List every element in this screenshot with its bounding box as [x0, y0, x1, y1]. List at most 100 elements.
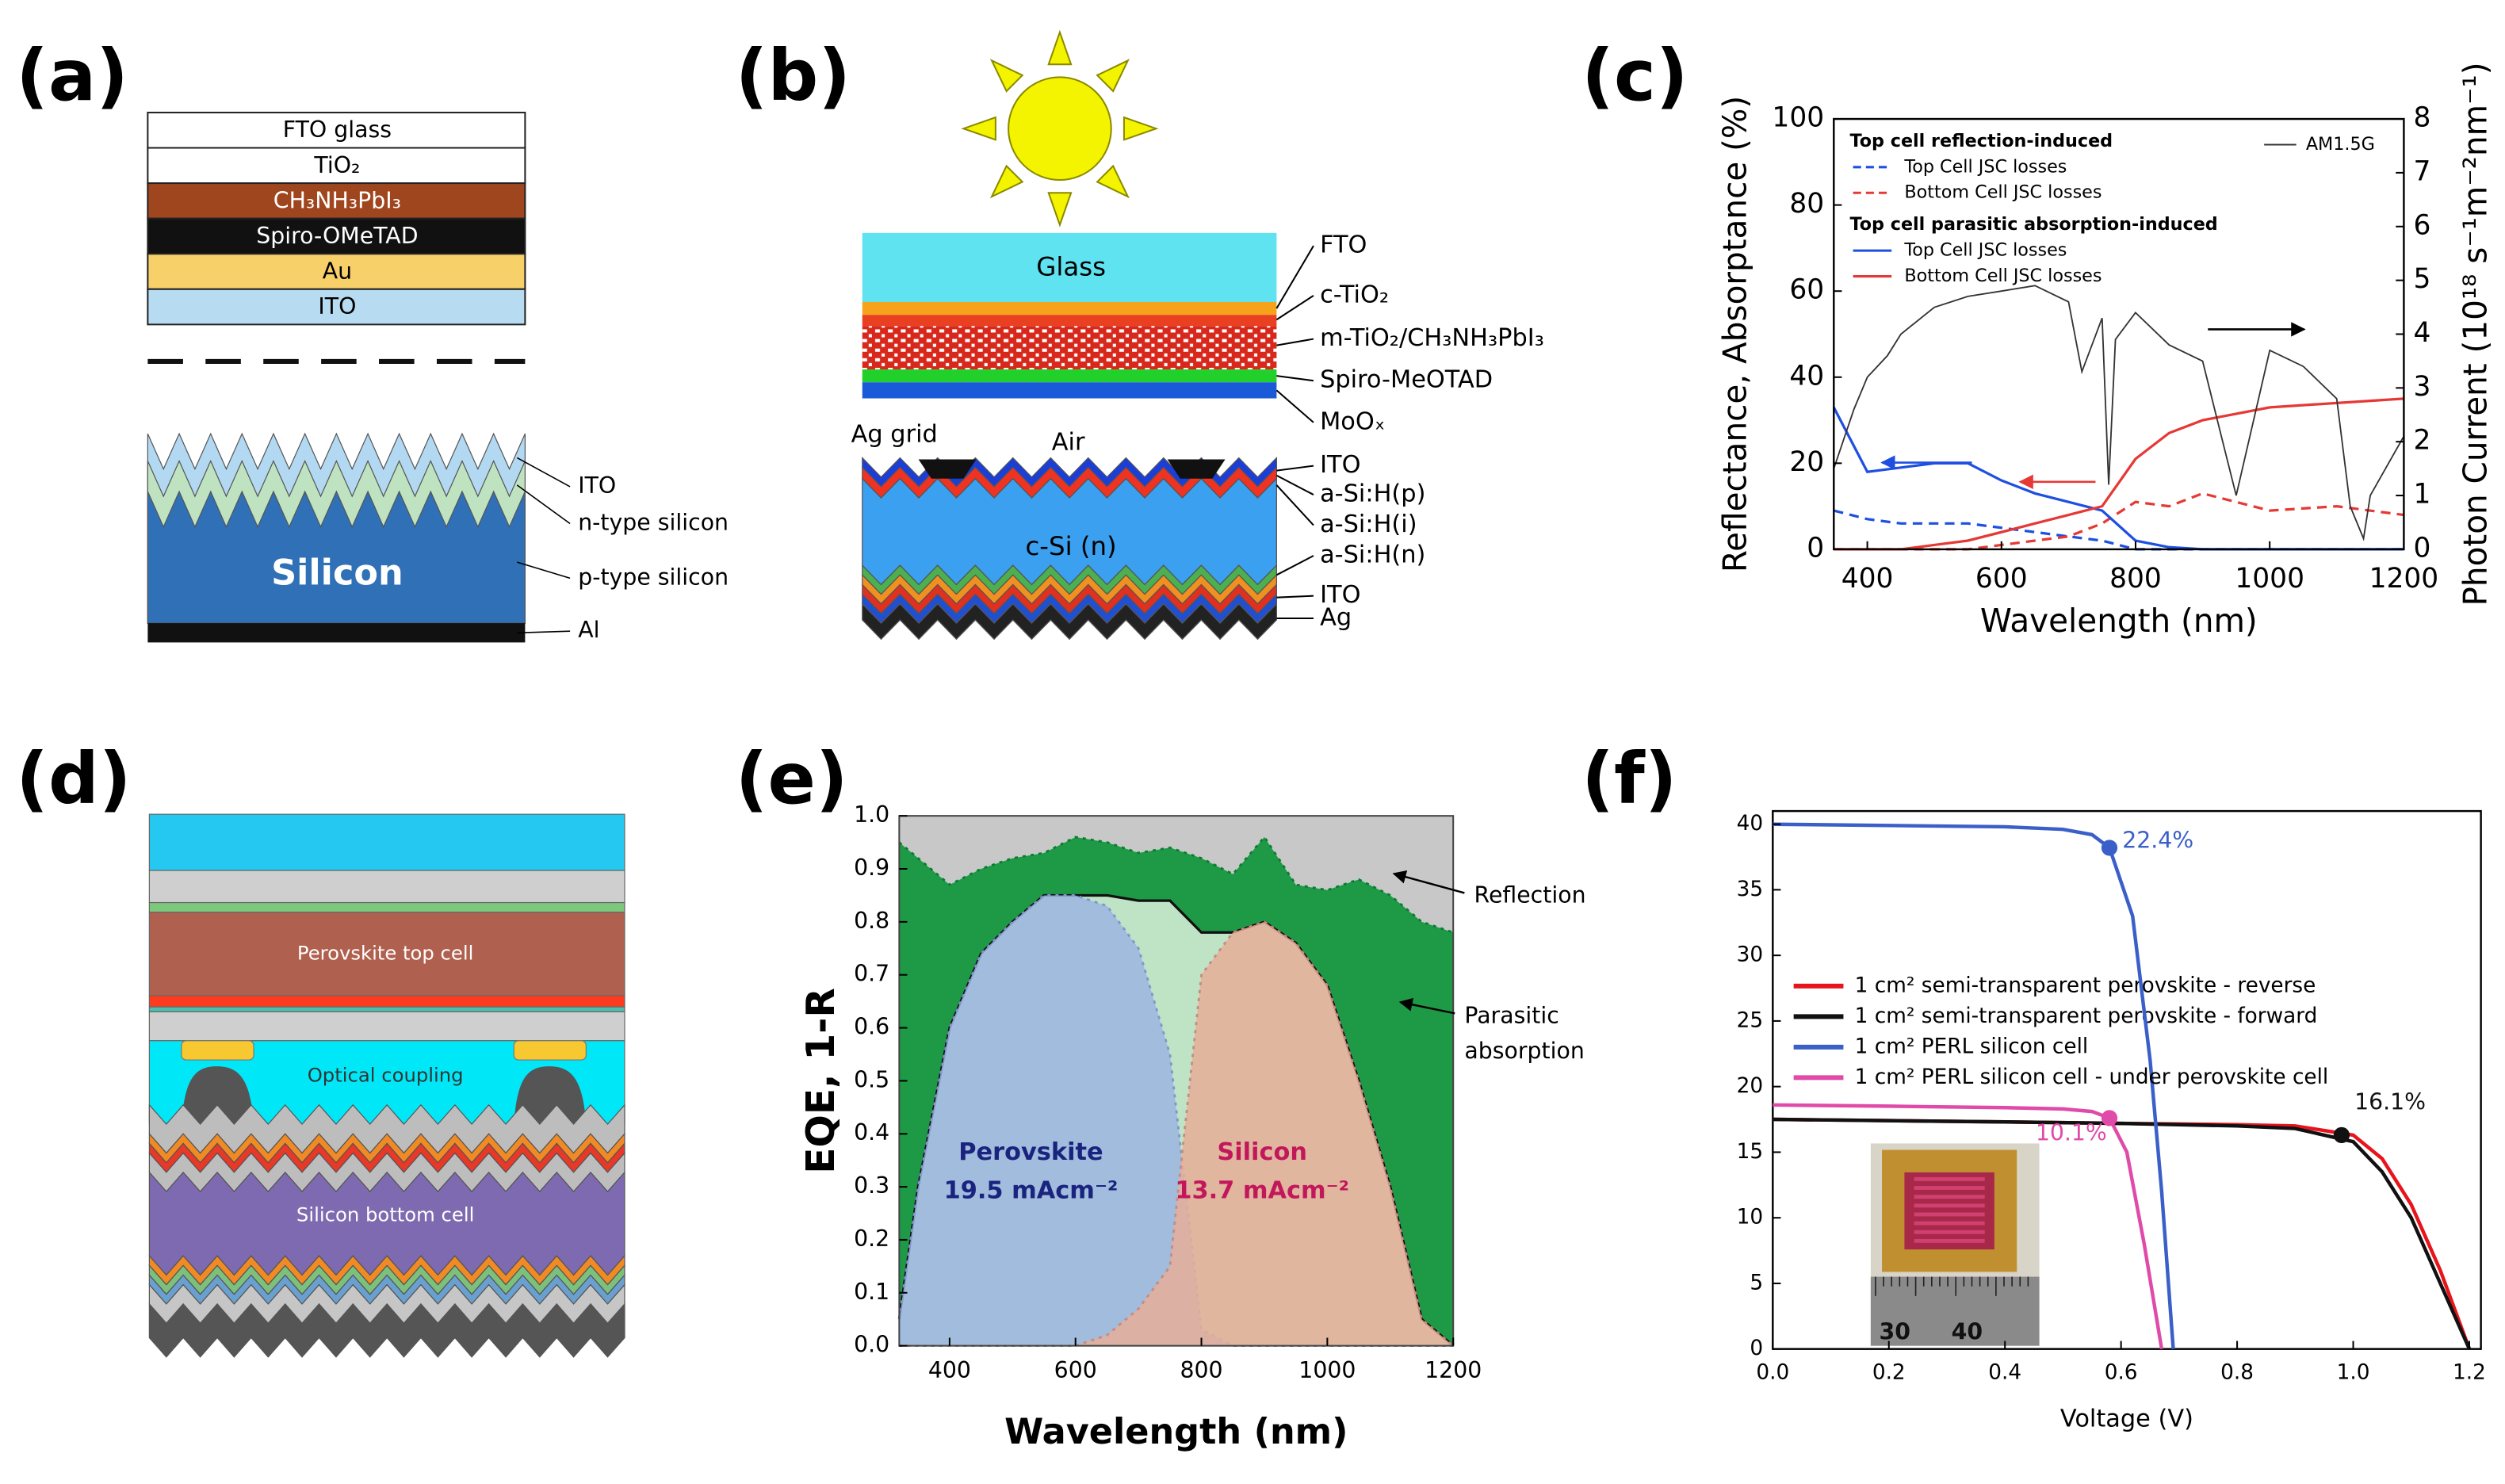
area-label: Silicon — [1217, 1138, 1307, 1166]
leader-line — [1275, 389, 1314, 423]
series-line — [1832, 407, 2404, 551]
series-line — [1834, 491, 2404, 551]
layer — [147, 623, 526, 643]
y-tick-label: 0.0 — [854, 1332, 889, 1358]
y-tick-label: 40 — [1737, 812, 1764, 836]
area-label: 19.5 mAcm⁻² — [944, 1177, 1119, 1205]
y-tick-label: 0.8 — [854, 908, 889, 934]
y-tick-label: 15 — [1737, 1140, 1764, 1164]
sun-ray — [989, 59, 1024, 93]
inset-label: 40 — [1952, 1318, 1983, 1344]
inset-photo — [1914, 1221, 1985, 1226]
layer — [148, 813, 625, 871]
annotation-point — [2101, 840, 2118, 856]
x-tick-label: 0.4 — [1988, 1361, 2021, 1385]
x-tick-label: 1.0 — [2337, 1361, 2370, 1385]
layer — [862, 326, 1277, 370]
layer-label: FTO glass — [283, 117, 392, 143]
leader-line — [517, 630, 571, 634]
y-tick-label: 35 — [1737, 878, 1764, 901]
y-tick-label: 0 — [1750, 1337, 1763, 1360]
series-line — [1773, 822, 2175, 1349]
ag-grid — [1167, 459, 1226, 479]
coupling-bump — [514, 1066, 587, 1125]
sun-ray — [1122, 116, 1159, 141]
layer-label: Perovskite top cell — [297, 941, 473, 964]
layer-label: Silicon — [271, 552, 403, 593]
layer — [147, 288, 526, 326]
contact — [513, 1040, 587, 1061]
layer — [148, 901, 625, 913]
series-area — [899, 921, 1454, 1346]
panel-label: (b) — [736, 35, 851, 117]
sun-ray — [989, 164, 1024, 199]
layer-label: m-TiO₂/CH₃NH₃PbI₃ — [1320, 324, 1544, 352]
y-tick-label: 80 — [1789, 188, 1824, 220]
legend-label: 1 cm² semi-transparent perovskite - forw… — [1855, 1004, 2318, 1028]
layer — [862, 382, 1277, 399]
y-tick-label: 1.0 — [854, 801, 889, 828]
x-axis-title: Wavelength (nm) — [1004, 1411, 1348, 1452]
y2-tick-label: 4 — [2414, 317, 2431, 349]
layer-label: p-type silicon — [578, 564, 729, 590]
annotation: 10.1% — [2036, 1120, 2107, 1146]
area-label: Perovskite — [958, 1138, 1103, 1166]
x-tick-label: 1.2 — [2453, 1361, 2486, 1385]
panel-label: (f) — [1581, 738, 1677, 820]
layer-label: Silicon bottom cell — [296, 1203, 474, 1226]
legend-label: Bottom Cell JSC losses — [1904, 182, 2102, 203]
annotation-arrow — [1398, 997, 1455, 1015]
leader-line — [1276, 338, 1314, 346]
x-tick-label: 0.6 — [2105, 1361, 2138, 1385]
layer — [148, 1302, 625, 1358]
y-tick-label: 0.3 — [854, 1172, 889, 1199]
layer-label: ITO — [1320, 451, 1360, 479]
series-line — [1773, 1117, 2472, 1350]
y2-tick-label: 3 — [2414, 371, 2431, 403]
plot-frame — [1772, 809, 2482, 1350]
layer — [147, 111, 526, 149]
legend-label: Bottom Cell JSC losses — [1904, 266, 2102, 286]
y-tick-label: 0.5 — [854, 1066, 889, 1092]
y-tick-label: 20 — [1789, 446, 1824, 478]
inset-photo — [1914, 1176, 1985, 1181]
legend-label: 1 cm² PERL silicon cell — [1855, 1035, 2089, 1058]
y2-tick-label: 2 — [2414, 425, 2431, 457]
sun — [1008, 76, 1112, 182]
y-axis-title: Reflectance, Absorptance (%) — [1716, 96, 1754, 572]
y-tick-label: 10 — [1737, 1206, 1764, 1230]
layer-label: n-type silicon — [578, 510, 729, 536]
sun-ray — [1047, 29, 1073, 66]
inset-photo — [1904, 1172, 1994, 1250]
sun-ray — [961, 116, 996, 141]
leader-line — [516, 457, 571, 488]
layer-label: MoOₓ — [1320, 407, 1385, 435]
legend-label: 1 cm² semi-transparent perovskite - reve… — [1855, 973, 2316, 997]
layer-label: ITO — [1320, 581, 1360, 609]
panel-label: (e) — [736, 738, 848, 820]
layer-label: a-Si:H(p) — [1320, 480, 1425, 508]
x-tick-label: 1000 — [2235, 563, 2304, 595]
y-axis-title: EQE, 1-R — [799, 988, 843, 1174]
layer-label: Optical coupling — [308, 1063, 464, 1086]
legend-label: Top Cell JSC losses — [1903, 240, 2067, 261]
leader-line — [1275, 295, 1314, 321]
inset-photo — [1914, 1195, 1985, 1199]
legend-label: Top Cell JSC losses — [1903, 156, 2067, 177]
inset-photo — [1914, 1186, 1985, 1190]
y2-tick-label: 8 — [2414, 102, 2431, 134]
layer — [147, 490, 526, 624]
leader-line — [1276, 595, 1314, 599]
x-tick-label: 600 — [1975, 563, 2028, 595]
inset-label: 30 — [1880, 1318, 1910, 1344]
layer-label: ITO — [318, 293, 356, 319]
layer — [147, 147, 526, 185]
y-tick-label: 0.6 — [854, 1014, 889, 1040]
leader-line — [1276, 375, 1314, 382]
layer-label: Air — [1052, 429, 1085, 457]
leader-line — [1275, 474, 1314, 495]
layer-label: FTO — [1320, 231, 1367, 259]
layer — [148, 1006, 625, 1012]
layer — [862, 315, 1277, 327]
inset-photo — [1914, 1203, 1985, 1208]
